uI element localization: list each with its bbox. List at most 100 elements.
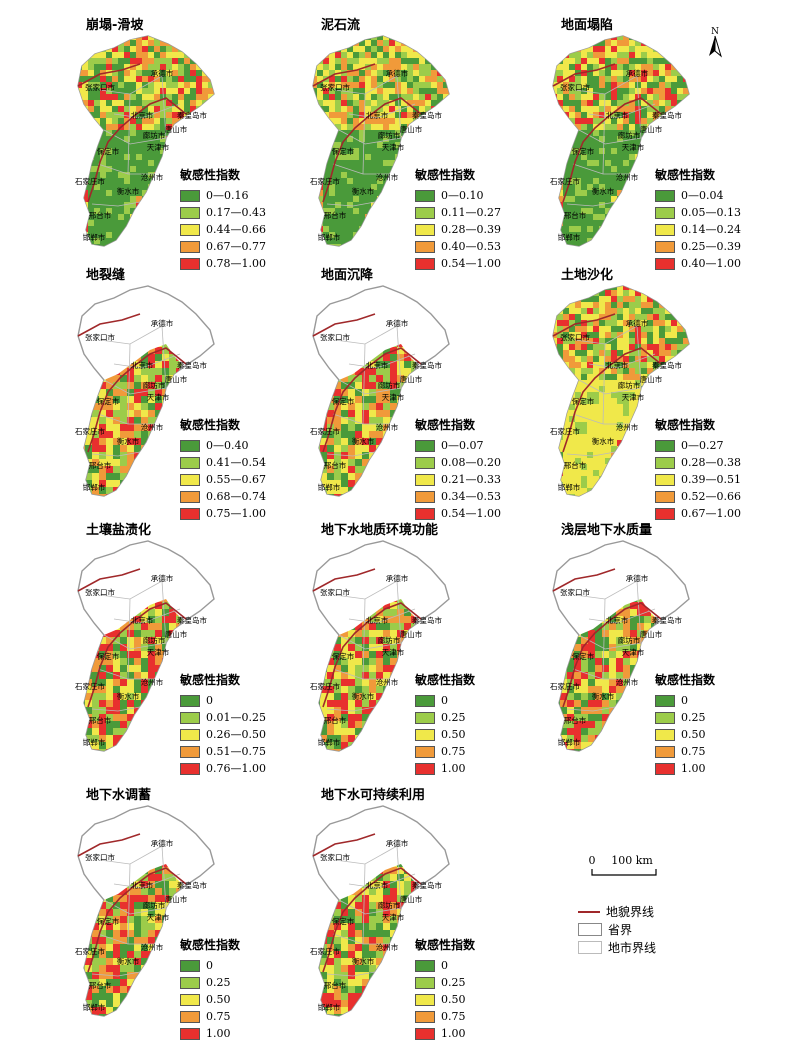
raster-cell bbox=[641, 446, 647, 452]
raster-cell bbox=[553, 416, 557, 422]
raster-cell bbox=[377, 148, 383, 154]
raster-cell bbox=[617, 386, 623, 392]
raster-cell bbox=[575, 398, 581, 404]
raster-cell bbox=[130, 184, 136, 190]
raster-cell bbox=[178, 94, 184, 100]
raster-cell bbox=[127, 368, 134, 375]
raster-cell bbox=[85, 637, 92, 644]
raster-cell bbox=[617, 476, 623, 482]
raster-cell bbox=[659, 404, 665, 410]
raster-cell bbox=[593, 392, 599, 398]
raster-cell bbox=[127, 487, 134, 494]
raster-cell bbox=[605, 428, 611, 434]
raster-cell bbox=[106, 226, 112, 232]
raster-cell bbox=[623, 344, 629, 350]
raster-cell bbox=[599, 362, 605, 368]
legend-label: 0.44—0.66 bbox=[206, 223, 266, 236]
raster-cell bbox=[353, 220, 359, 226]
raster-cell bbox=[689, 326, 695, 332]
raster-cell bbox=[611, 36, 617, 40]
raster-cell bbox=[623, 374, 629, 380]
raster-cell bbox=[599, 238, 605, 244]
raster-cell bbox=[313, 36, 317, 40]
raster-cell bbox=[183, 644, 190, 651]
raster-cell bbox=[407, 178, 413, 184]
raster-cell bbox=[136, 214, 142, 220]
raster-cell bbox=[383, 375, 390, 382]
raster-cell bbox=[106, 166, 112, 172]
legend-label: 0.41—0.54 bbox=[206, 456, 266, 469]
raster-cell bbox=[166, 220, 172, 226]
raster-cell bbox=[353, 64, 359, 70]
raster-cell bbox=[605, 446, 611, 452]
raster-cell bbox=[82, 82, 88, 88]
raster-cell bbox=[623, 208, 629, 214]
raster-cell bbox=[169, 501, 176, 504]
raster-cell bbox=[581, 82, 587, 88]
legend-title: 敏感性指数 bbox=[180, 168, 241, 182]
raster-cell bbox=[599, 458, 605, 464]
legend-item: 0—0.10 bbox=[415, 187, 545, 204]
raster-cell bbox=[113, 637, 120, 644]
raster-cell bbox=[443, 52, 449, 58]
raster-cell bbox=[683, 142, 689, 148]
city-label: 天津市 bbox=[147, 392, 170, 402]
raster-cell bbox=[623, 46, 629, 52]
raster-cell bbox=[605, 226, 611, 232]
raster-cell bbox=[677, 88, 683, 94]
raster-cell bbox=[88, 118, 94, 124]
raster-cell bbox=[641, 154, 647, 160]
raster-cell bbox=[641, 214, 647, 220]
raster-cell bbox=[377, 36, 383, 40]
raster-cell bbox=[136, 226, 142, 232]
raster-cell bbox=[134, 361, 141, 368]
raster-cell bbox=[383, 424, 390, 431]
raster-cell bbox=[166, 238, 172, 244]
raster-cell bbox=[545, 476, 551, 482]
raster-cell bbox=[425, 124, 431, 130]
raster-cell bbox=[647, 398, 653, 404]
raster-cell bbox=[313, 244, 317, 246]
raster-cell bbox=[683, 308, 689, 314]
raster-cell bbox=[647, 100, 653, 106]
raster-cell bbox=[70, 250, 76, 254]
raster-cell bbox=[196, 88, 202, 94]
raster-cell bbox=[557, 64, 563, 70]
raster-cell bbox=[563, 196, 569, 202]
raster-cell bbox=[647, 208, 653, 214]
raster-cell bbox=[587, 40, 593, 46]
city-label: 沧州市 bbox=[141, 422, 164, 432]
raster-cell bbox=[118, 106, 124, 112]
raster-cell bbox=[587, 172, 593, 178]
raster-cell bbox=[581, 100, 587, 106]
raster-cell bbox=[106, 473, 113, 480]
raster-cell bbox=[635, 362, 641, 368]
raster-cell bbox=[419, 46, 425, 52]
raster-cell bbox=[545, 82, 551, 88]
raster-cell bbox=[176, 644, 182, 651]
raster-cell bbox=[407, 214, 413, 220]
raster-cell bbox=[99, 452, 106, 459]
raster-cell bbox=[88, 166, 94, 172]
city-label: 保定市 bbox=[572, 396, 595, 406]
raster-cell bbox=[647, 136, 653, 142]
raster-cell bbox=[605, 422, 611, 428]
raster-cell bbox=[127, 693, 134, 700]
raster-cell bbox=[166, 76, 172, 82]
raster-cell bbox=[124, 244, 130, 246]
raster-cell bbox=[569, 446, 575, 452]
raster-cell bbox=[599, 464, 605, 470]
raster-cell bbox=[348, 424, 355, 431]
raster-cell bbox=[419, 70, 425, 76]
raster-cell bbox=[647, 52, 653, 58]
raster-cell bbox=[341, 196, 347, 202]
raster-cell bbox=[160, 100, 166, 106]
raster-cell bbox=[623, 440, 629, 446]
raster-cell bbox=[683, 124, 689, 130]
raster-cell bbox=[419, 94, 425, 100]
legend-item: 0.54—1.00 bbox=[415, 505, 545, 522]
raster-cell bbox=[395, 136, 401, 142]
raster-cell bbox=[160, 190, 166, 196]
